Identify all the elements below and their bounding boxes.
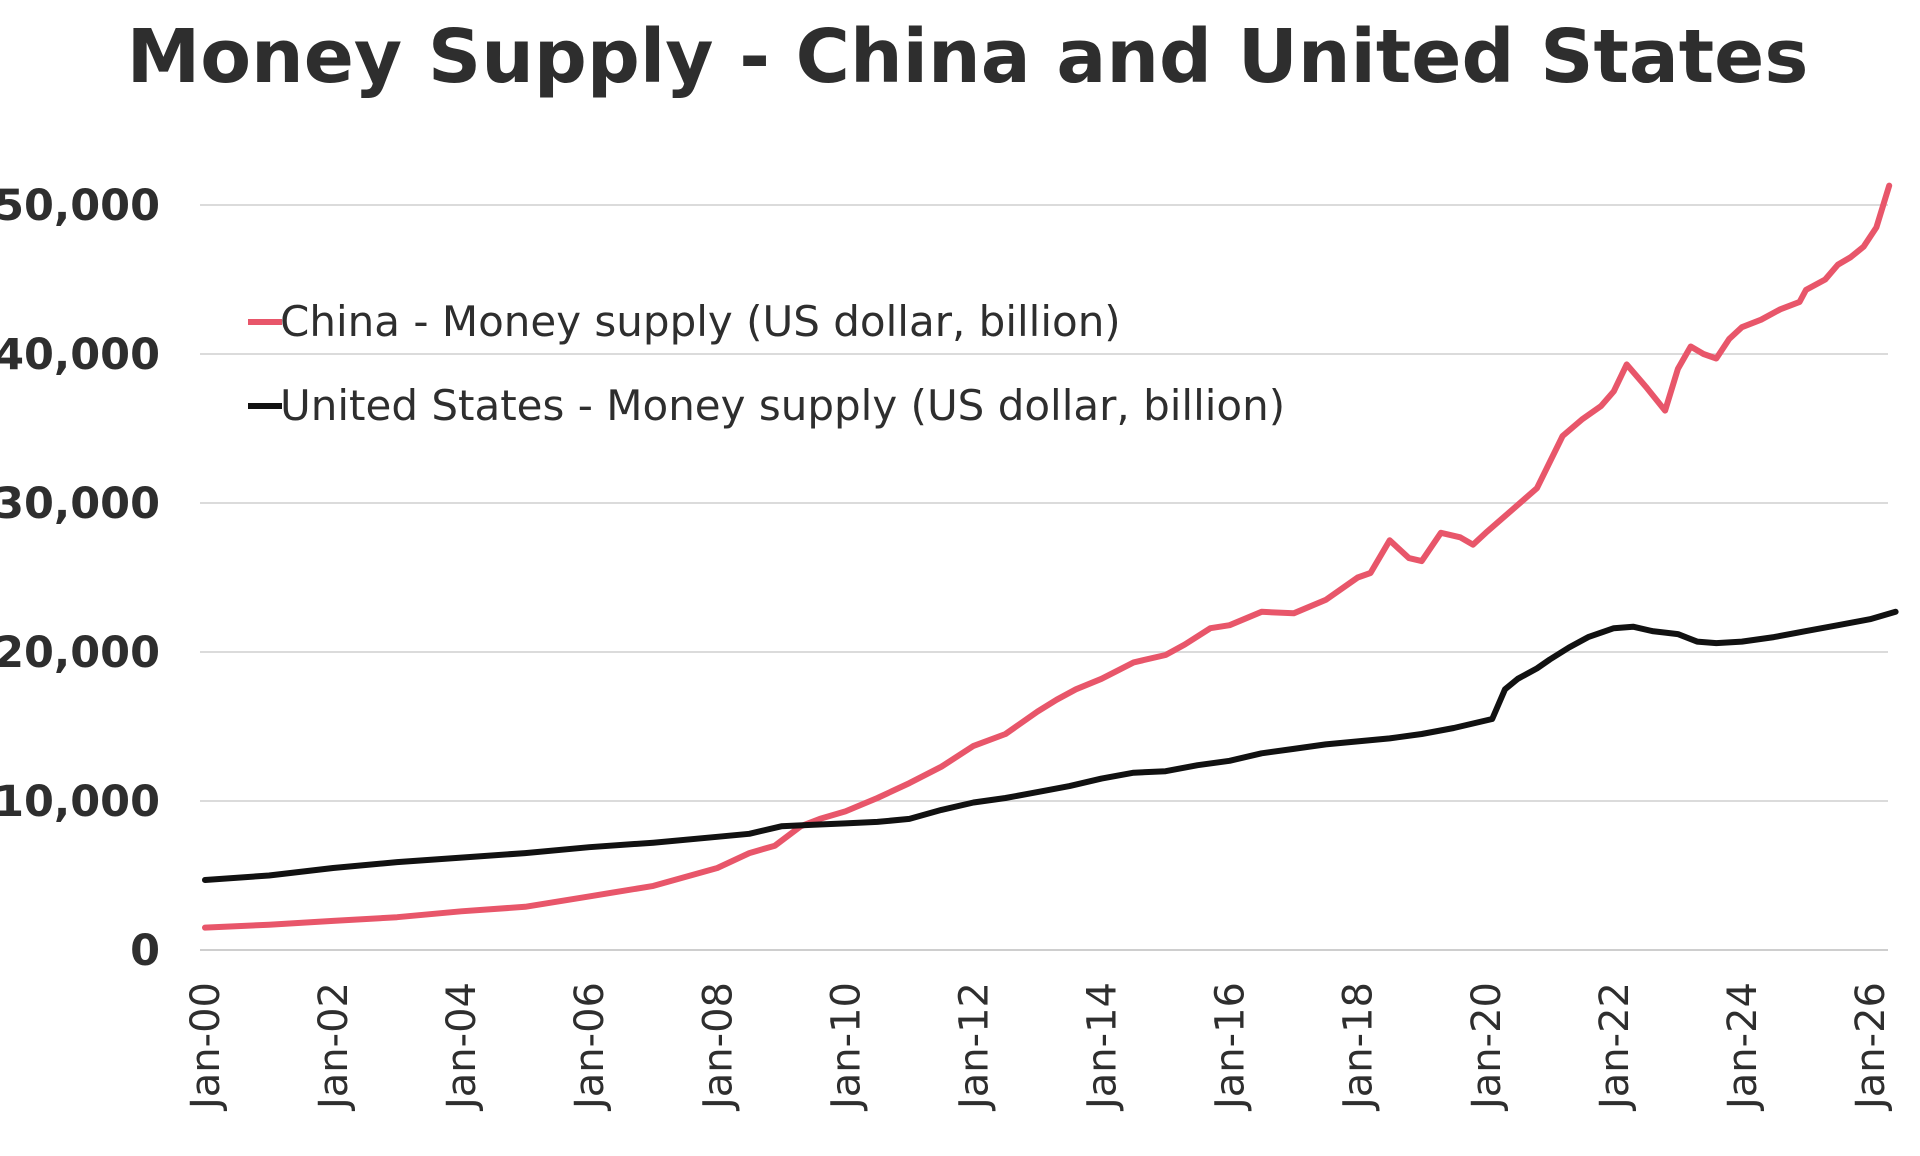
x-tick-label: Jan-04 bbox=[439, 982, 485, 1112]
legend-label: China - Money supply (US dollar, billion… bbox=[280, 297, 1121, 346]
series-lines bbox=[202, 182, 1899, 931]
y-tick-label: 20,000 bbox=[0, 628, 160, 678]
x-tick-label: Jan-06 bbox=[567, 982, 613, 1112]
chart-title: Money Supply - China and United States bbox=[126, 14, 1809, 100]
x-tick-label: Jan-14 bbox=[1080, 982, 1126, 1112]
x-tick-label: Jan-10 bbox=[823, 982, 869, 1112]
y-tick-label: 30,000 bbox=[0, 479, 160, 529]
x-tick-label: Jan-18 bbox=[1336, 982, 1382, 1112]
legend: China - Money supply (US dollar, billion… bbox=[248, 297, 1285, 430]
y-tick-label: 0 bbox=[130, 926, 160, 976]
x-tick-label: Jan-26 bbox=[1848, 982, 1894, 1112]
series-line-china bbox=[202, 182, 1893, 931]
x-tick-label: Jan-22 bbox=[1592, 982, 1638, 1112]
y-tick-label: 10,000 bbox=[0, 777, 160, 827]
x-tick-label: Jan-12 bbox=[951, 982, 997, 1112]
gridlines bbox=[200, 204, 1888, 951]
x-tick-label: Jan-00 bbox=[183, 982, 229, 1112]
x-tick-label: Jan-02 bbox=[311, 982, 357, 1112]
x-axis-ticks: Jan-00 Jan-02 Jan-04 Jan-06 Jan-08 Jan-10 Jan-… bbox=[183, 982, 1894, 1112]
legend-label: United States - Money supply (US dollar,… bbox=[280, 381, 1285, 430]
x-tick-label: Jan-24 bbox=[1720, 982, 1766, 1112]
y-tick-label: 40,000 bbox=[0, 330, 160, 380]
series-line-united-states bbox=[202, 608, 1899, 883]
y-axis-ticks: 0 10,000 20,000 30,000 40,000 50,000 bbox=[0, 181, 160, 976]
x-tick-label: Jan-16 bbox=[1208, 982, 1254, 1112]
y-tick-label: 50,000 bbox=[0, 181, 160, 231]
x-tick-label: Jan-20 bbox=[1464, 982, 1510, 1112]
x-tick-label: Jan-08 bbox=[695, 982, 741, 1112]
